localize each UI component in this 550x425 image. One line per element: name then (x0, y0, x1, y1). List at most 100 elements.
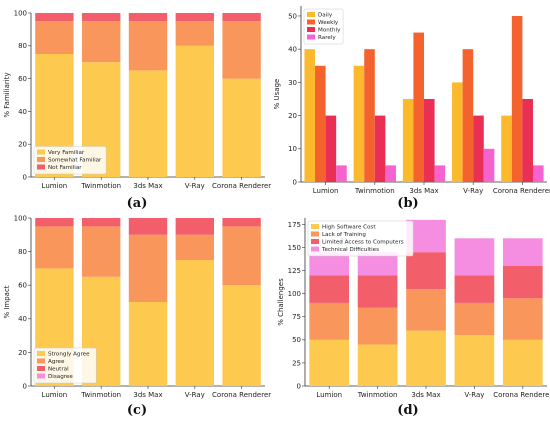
legend-label-technical-difficulties: Technical Difficulties (321, 247, 379, 253)
bar-very-familiar-v-ray (175, 45, 214, 177)
x-tick-label: V-Ray (185, 391, 205, 399)
legend-label-neutral: Neutral (48, 367, 69, 373)
bar-monthly-lumion (325, 115, 337, 182)
x-tick-label: Lumion (42, 391, 68, 399)
bar-not-familiar-twinmotion (82, 13, 121, 22)
bar-lack-of-training-v-ray (454, 302, 495, 336)
legend-swatch-strongly-agree (37, 351, 45, 356)
bar-high-software-cost-lumion (309, 339, 350, 386)
legend-label-lack-of-training: Lack of Training (322, 232, 366, 238)
legend-label-very-familiar: Very Familiar (48, 150, 85, 156)
bar-monthly-v-ray (473, 115, 484, 182)
x-tick-label: 3ds Max (411, 391, 440, 399)
bar-agree-3ds-max (128, 234, 168, 302)
x-tick-label: 3ds Max (133, 182, 162, 190)
y-tick-label: 10 (288, 145, 297, 153)
bar-neutral-twinmotion (82, 218, 121, 227)
x-tick-label: V-Ray (463, 187, 483, 195)
bar-daily-corona-renderer (501, 115, 512, 182)
bar-technical-difficulties-lumion (309, 252, 350, 276)
x-tick-label: Twinmotion (80, 391, 121, 399)
bar-rarely-v-ray (483, 148, 495, 182)
bar-lack-of-training-lumion (309, 302, 350, 340)
bar-limited-access-to-computers-corona-renderer (502, 266, 543, 299)
y-tick-label: 50 (292, 336, 301, 344)
x-tick-label: Lumion (316, 391, 342, 399)
legend-label-weekly: Weekly (318, 20, 339, 26)
y-tick-label: 25 (292, 359, 301, 367)
bar-weekly-3ds-max (413, 32, 424, 182)
y-tick-label: 150 (288, 244, 301, 252)
legend-swatch-somewhat-familiar (37, 157, 45, 162)
legend-label-monthly: Monthly (318, 28, 341, 34)
y-tick-label: 0 (297, 382, 301, 390)
y-tick-label: 80 (18, 42, 27, 50)
legend-label-not-familiar: Not Familiar (48, 165, 82, 171)
y-axis-label: % Challenges (277, 278, 285, 326)
y-tick-label: 0 (23, 382, 27, 390)
y-tick-label: 20 (18, 141, 27, 149)
legend-swatch-agree (37, 358, 45, 364)
bar-high-software-cost-3ds-max (406, 330, 446, 386)
legend-swatch-daily (307, 12, 315, 17)
bar-weekly-corona-renderer (511, 15, 523, 182)
bar-limited-access-to-computers-3ds-max (406, 252, 446, 290)
bar-technical-difficulties-v-ray (454, 238, 495, 276)
x-tick-label: Corona Renderer (212, 391, 271, 399)
bar-technical-difficulties-twinmotion (357, 252, 398, 276)
bar-strongly-agree-corona-renderer (222, 285, 261, 386)
bar-lack-of-training-twinmotion (357, 307, 398, 345)
y-axis-label: % Usage (273, 79, 281, 110)
bar-high-software-cost-v-ray (454, 335, 495, 386)
bar-lack-of-training-corona-renderer (502, 298, 543, 340)
bar-agree-corona-renderer (222, 226, 261, 286)
legend-label-disagree: Disagree (48, 374, 73, 380)
bar-not-familiar-3ds-max (128, 13, 168, 22)
y-tick-label: 20 (18, 349, 27, 357)
legend-swatch-very-familiar (37, 149, 45, 155)
legend-label-somewhat-familiar: Somewhat Familiar (48, 158, 102, 164)
chart-panel-3: 0 20 40 60 80 100 % Impact Lumion Twinmotion 3ds … (3, 214, 271, 399)
y-tick-label: 40 (288, 46, 297, 54)
bar-weekly-twinmotion (364, 49, 375, 182)
x-tick-label: V-Ray (185, 182, 205, 190)
bar-very-familiar-corona-renderer (222, 78, 261, 177)
y-tick-label: 40 (18, 315, 27, 323)
bar-somewhat-familiar-3ds-max (128, 21, 168, 71)
bar-high-software-cost-corona-renderer (502, 339, 543, 386)
bar-somewhat-familiar-twinmotion (82, 21, 121, 63)
legend-swatch-disagree (37, 373, 45, 379)
bar-daily-lumion (304, 49, 316, 182)
bar-not-familiar-lumion (35, 13, 74, 22)
bar-agree-v-ray (175, 234, 214, 260)
legend-swatch-neutral (37, 366, 45, 371)
bar-monthly-3ds-max (424, 98, 435, 182)
bar-weekly-lumion (315, 65, 326, 182)
panel-label-b: (b) (397, 196, 418, 211)
x-tick-label: Lumion (313, 187, 339, 195)
bar-neutral-corona-renderer (222, 218, 261, 227)
legend-label-rarely: Rarely (318, 35, 336, 41)
legend-label-high-software-cost: High Software Cost (322, 225, 376, 231)
x-tick-label: 3ds Max (133, 391, 162, 399)
x-tick-label: Lumion (42, 182, 68, 190)
legend-swatch-high-software-cost (311, 224, 319, 229)
bar-rarely-3ds-max (434, 165, 446, 182)
bar-strongly-agree-3ds-max (128, 302, 168, 386)
bar-strongly-agree-v-ray (175, 260, 214, 386)
legend-swatch-weekly (307, 19, 315, 25)
bar-not-familiar-v-ray (175, 13, 214, 22)
legend-box (33, 347, 97, 384)
x-tick-label: Twinmotion (354, 187, 395, 195)
x-tick-label: Corona Renderer (212, 182, 271, 190)
legend-label-limited-access-to-computers: Limited Access to Computers (322, 240, 404, 246)
bar-limited-access-to-computers-v-ray (454, 275, 495, 303)
bar-somewhat-familiar-corona-renderer (222, 21, 261, 79)
bar-rarely-twinmotion (385, 165, 396, 182)
panel-label-a: (a) (127, 196, 148, 211)
legend-swatch-limited-access-to-computers (311, 239, 319, 244)
x-tick-label: V-Ray (464, 391, 484, 399)
chart-panel-2: 0 10 20 30 40 50 % Usage Lumion Twinmotion 3ds Ma… (273, 6, 550, 195)
legend-label-agree: Agree (48, 359, 65, 365)
